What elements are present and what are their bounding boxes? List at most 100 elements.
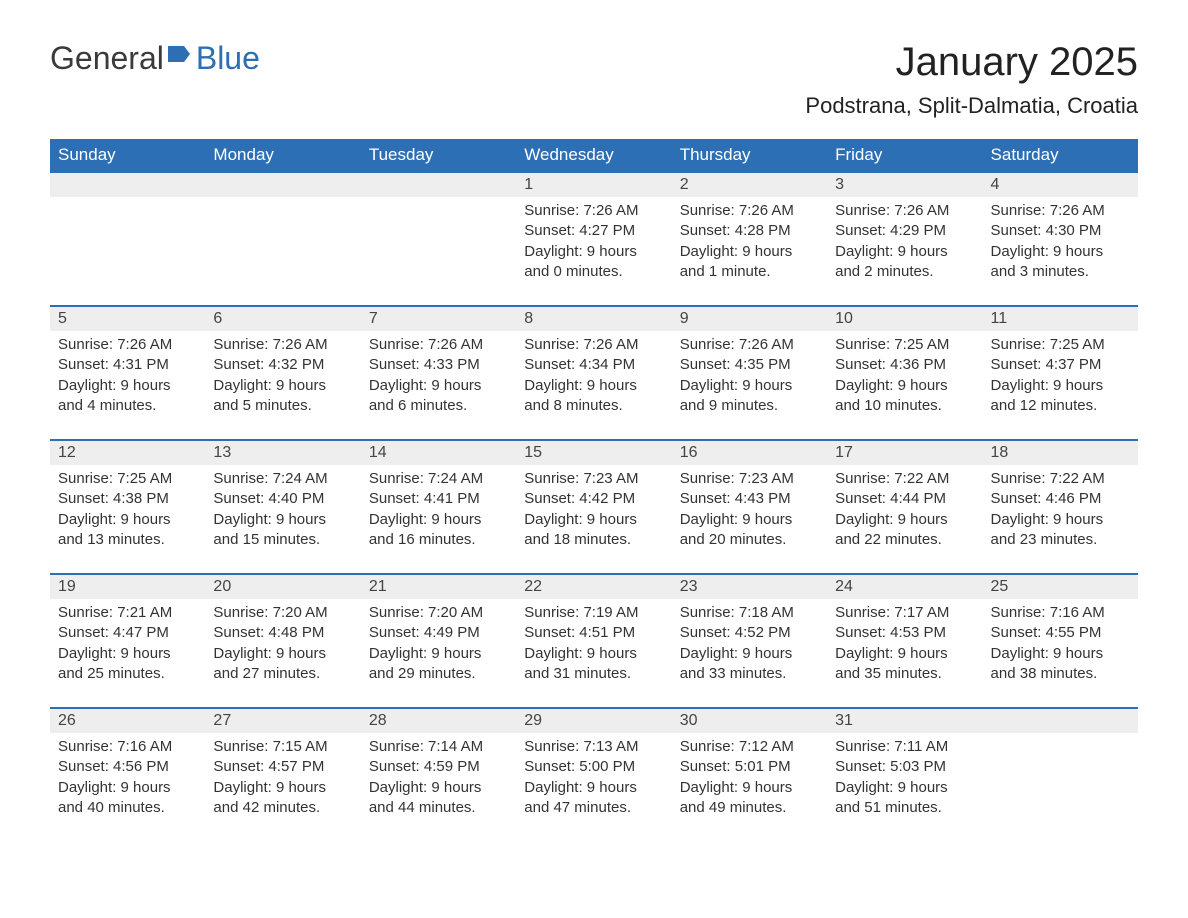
page-header: General Blue January 2025 Podstrana, Spl… xyxy=(50,40,1138,119)
day-d1: Daylight: 9 hours xyxy=(680,242,819,262)
day-d2: and 0 minutes. xyxy=(524,262,663,282)
day-sr: Sunrise: 7:23 AM xyxy=(524,469,663,489)
day-ss: Sunset: 4:29 PM xyxy=(835,221,974,241)
day-detail-cell: Sunrise: 7:26 AMSunset: 4:27 PMDaylight:… xyxy=(516,197,671,288)
day-detail-cell: Sunrise: 7:22 AMSunset: 4:44 PMDaylight:… xyxy=(827,465,982,556)
day-sr: Sunrise: 7:20 AM xyxy=(213,603,352,623)
day-number-cell: 19 xyxy=(50,574,205,599)
day-number-cell: 2 xyxy=(672,172,827,197)
day-d2: and 49 minutes. xyxy=(680,798,819,818)
day-sr: Sunrise: 7:18 AM xyxy=(680,603,819,623)
day-number-cell: 23 xyxy=(672,574,827,599)
day-sr: Sunrise: 7:26 AM xyxy=(680,201,819,221)
day-d1: Daylight: 9 hours xyxy=(213,778,352,798)
day-d2: and 27 minutes. xyxy=(213,664,352,684)
day-d1: Daylight: 9 hours xyxy=(680,778,819,798)
day-detail-cell: Sunrise: 7:19 AMSunset: 4:51 PMDaylight:… xyxy=(516,599,671,690)
logo-flag-icon xyxy=(166,44,194,73)
day-d1: Daylight: 9 hours xyxy=(835,242,974,262)
day-ss: Sunset: 4:28 PM xyxy=(680,221,819,241)
day-detail-cell: Sunrise: 7:13 AMSunset: 5:00 PMDaylight:… xyxy=(516,733,671,824)
calendar-table: SundayMondayTuesdayWednesdayThursdayFrid… xyxy=(50,139,1138,824)
day-number-cell: 27 xyxy=(205,708,360,733)
day-sr: Sunrise: 7:11 AM xyxy=(835,737,974,757)
day-number-cell: 15 xyxy=(516,440,671,465)
day-detail-cell: Sunrise: 7:26 AMSunset: 4:29 PMDaylight:… xyxy=(827,197,982,288)
title-block: January 2025 Podstrana, Split-Dalmatia, … xyxy=(805,40,1138,119)
day-detail-cell: Sunrise: 7:26 AMSunset: 4:33 PMDaylight:… xyxy=(361,331,516,422)
day-detail-cell: Sunrise: 7:25 AMSunset: 4:36 PMDaylight:… xyxy=(827,331,982,422)
day-d2: and 5 minutes. xyxy=(213,396,352,416)
day-d2: and 12 minutes. xyxy=(991,396,1130,416)
day-ss: Sunset: 5:00 PM xyxy=(524,757,663,777)
day-detail-cell: Sunrise: 7:11 AMSunset: 5:03 PMDaylight:… xyxy=(827,733,982,824)
day-ss: Sunset: 4:51 PM xyxy=(524,623,663,643)
day-d2: and 18 minutes. xyxy=(524,530,663,550)
day-number-cell: 28 xyxy=(361,708,516,733)
day-sr: Sunrise: 7:26 AM xyxy=(213,335,352,355)
week-separator xyxy=(50,288,1138,306)
day-d2: and 33 minutes. xyxy=(680,664,819,684)
day-header-cell: Saturday xyxy=(983,139,1138,172)
day-ss: Sunset: 5:03 PM xyxy=(835,757,974,777)
logo: General Blue xyxy=(50,40,260,77)
day-detail-row: Sunrise: 7:21 AMSunset: 4:47 PMDaylight:… xyxy=(50,599,1138,690)
day-d2: and 10 minutes. xyxy=(835,396,974,416)
day-ss: Sunset: 4:43 PM xyxy=(680,489,819,509)
logo-text-general: General xyxy=(50,40,164,77)
week-separator xyxy=(50,422,1138,440)
day-sr: Sunrise: 7:26 AM xyxy=(524,201,663,221)
day-d1: Daylight: 9 hours xyxy=(369,376,508,396)
day-number-cell: 17 xyxy=(827,440,982,465)
day-sr: Sunrise: 7:26 AM xyxy=(369,335,508,355)
day-ss: Sunset: 4:41 PM xyxy=(369,489,508,509)
day-ss: Sunset: 5:01 PM xyxy=(680,757,819,777)
day-d2: and 20 minutes. xyxy=(680,530,819,550)
day-ss: Sunset: 4:31 PM xyxy=(58,355,197,375)
day-number-cell: . xyxy=(983,708,1138,733)
day-d2: and 22 minutes. xyxy=(835,530,974,550)
day-number-cell: . xyxy=(50,172,205,197)
day-header-cell: Monday xyxy=(205,139,360,172)
day-sr: Sunrise: 7:25 AM xyxy=(58,469,197,489)
day-detail-cell xyxy=(983,733,1138,824)
day-d1: Daylight: 9 hours xyxy=(680,644,819,664)
day-detail-cell: Sunrise: 7:23 AMSunset: 4:43 PMDaylight:… xyxy=(672,465,827,556)
day-d2: and 35 minutes. xyxy=(835,664,974,684)
day-detail-cell: Sunrise: 7:14 AMSunset: 4:59 PMDaylight:… xyxy=(361,733,516,824)
day-d1: Daylight: 9 hours xyxy=(369,644,508,664)
day-number-cell: 18 xyxy=(983,440,1138,465)
day-detail-cell: Sunrise: 7:23 AMSunset: 4:42 PMDaylight:… xyxy=(516,465,671,556)
day-sr: Sunrise: 7:14 AM xyxy=(369,737,508,757)
day-number-cell: 13 xyxy=(205,440,360,465)
day-ss: Sunset: 4:32 PM xyxy=(213,355,352,375)
day-d1: Daylight: 9 hours xyxy=(991,644,1130,664)
day-ss: Sunset: 4:40 PM xyxy=(213,489,352,509)
day-d2: and 40 minutes. xyxy=(58,798,197,818)
day-ss: Sunset: 4:42 PM xyxy=(524,489,663,509)
day-sr: Sunrise: 7:13 AM xyxy=(524,737,663,757)
day-header-cell: Sunday xyxy=(50,139,205,172)
day-ss: Sunset: 4:46 PM xyxy=(991,489,1130,509)
day-detail-cell: Sunrise: 7:15 AMSunset: 4:57 PMDaylight:… xyxy=(205,733,360,824)
day-d1: Daylight: 9 hours xyxy=(835,644,974,664)
day-d1: Daylight: 9 hours xyxy=(369,778,508,798)
day-detail-cell: Sunrise: 7:26 AMSunset: 4:30 PMDaylight:… xyxy=(983,197,1138,288)
day-detail-cell: Sunrise: 7:24 AMSunset: 4:40 PMDaylight:… xyxy=(205,465,360,556)
day-number-cell: 22 xyxy=(516,574,671,599)
day-ss: Sunset: 4:56 PM xyxy=(58,757,197,777)
day-d1: Daylight: 9 hours xyxy=(369,510,508,530)
day-header-cell: Tuesday xyxy=(361,139,516,172)
week-separator xyxy=(50,690,1138,708)
day-d1: Daylight: 9 hours xyxy=(58,644,197,664)
day-d1: Daylight: 9 hours xyxy=(835,778,974,798)
day-ss: Sunset: 4:55 PM xyxy=(991,623,1130,643)
day-detail-row: Sunrise: 7:16 AMSunset: 4:56 PMDaylight:… xyxy=(50,733,1138,824)
day-ss: Sunset: 4:38 PM xyxy=(58,489,197,509)
day-d2: and 4 minutes. xyxy=(58,396,197,416)
day-number-cell: 12 xyxy=(50,440,205,465)
day-d1: Daylight: 9 hours xyxy=(58,510,197,530)
day-number-cell: 4 xyxy=(983,172,1138,197)
day-detail-cell: Sunrise: 7:16 AMSunset: 4:56 PMDaylight:… xyxy=(50,733,205,824)
day-sr: Sunrise: 7:26 AM xyxy=(835,201,974,221)
